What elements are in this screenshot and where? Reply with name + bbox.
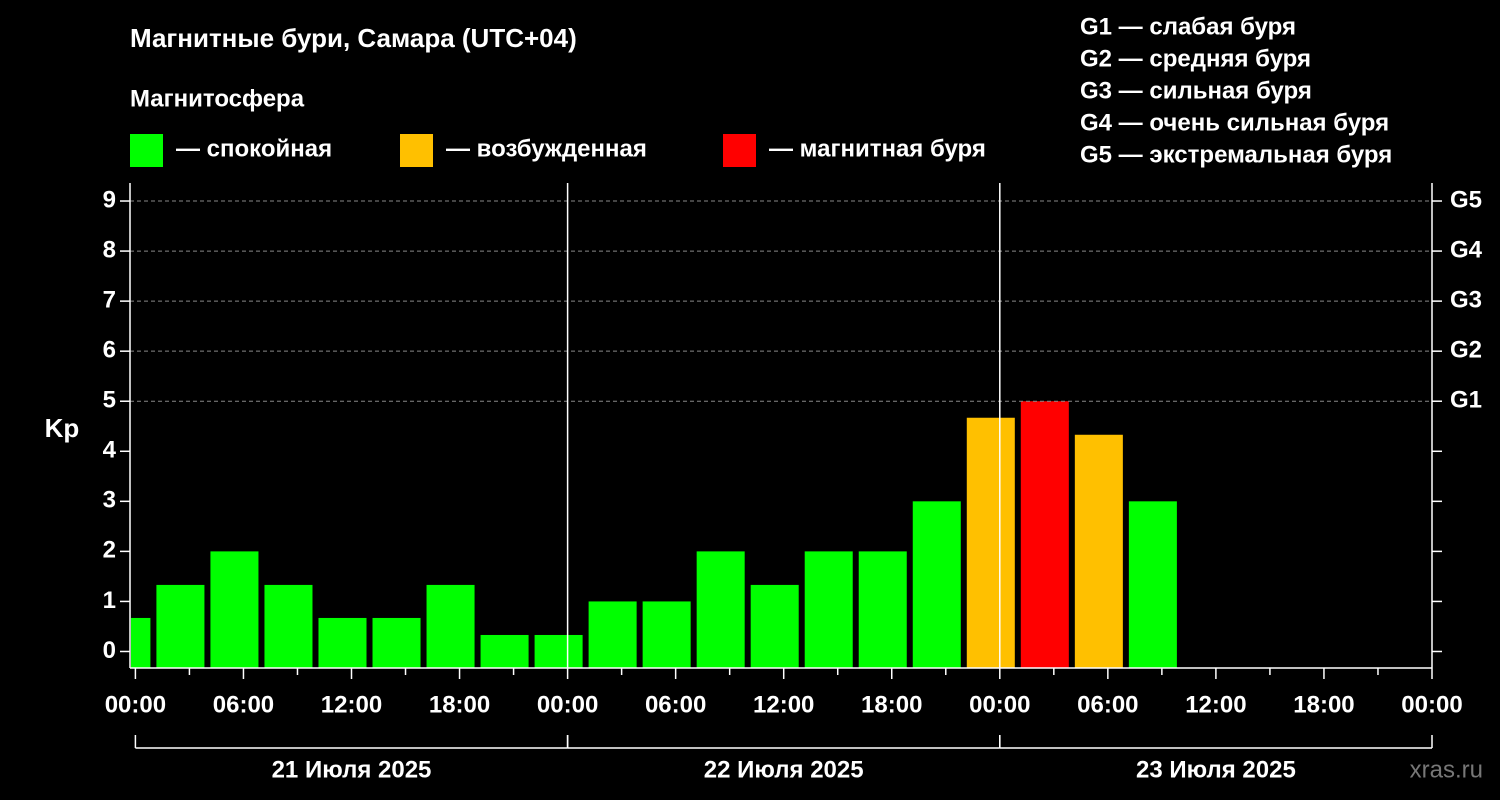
y-tick-label: 1 (103, 587, 116, 614)
storm-scale-entry: G4 — очень сильная буря (1080, 109, 1389, 136)
x-tick-label: 00:00 (969, 691, 1030, 718)
x-tick-label: 06:00 (213, 691, 274, 718)
day-label: 22 Июля 2025 (704, 756, 864, 783)
x-tick-label: 12:00 (321, 691, 382, 718)
storm-scale-entry: G3 — сильная буря (1080, 77, 1312, 104)
storm-scale-entry: G2 — средняя буря (1080, 45, 1311, 72)
bar (131, 617, 151, 668)
bar (750, 584, 799, 668)
legend-label: — возбужденная (446, 135, 647, 162)
bar (534, 634, 583, 668)
bar (696, 551, 745, 668)
day-label: 23 Июля 2025 (1136, 756, 1296, 783)
x-tick-label: 18:00 (861, 691, 922, 718)
legend-swatch (400, 134, 433, 167)
y-tick-label: 7 (103, 286, 116, 313)
legend-label: — спокойная (176, 135, 332, 162)
y-tick-label: 5 (103, 387, 116, 414)
legend-swatch (723, 134, 756, 167)
y-tick-label: 4 (103, 437, 117, 464)
watermark: xras.ru (1410, 756, 1483, 783)
y-axis-label: Kp (45, 413, 80, 443)
bar (372, 617, 421, 668)
y-tick-label: 0 (103, 637, 116, 664)
day-label: 21 Июля 2025 (272, 756, 432, 783)
bars (131, 401, 1177, 668)
y-tick-label: 2 (103, 537, 116, 564)
y2-tick-label: G2 (1450, 337, 1482, 364)
x-tick-label: 18:00 (429, 691, 490, 718)
x-tick-label: 00:00 (1401, 691, 1462, 718)
y-tick-label: 6 (103, 337, 116, 364)
x-tick-label: 18:00 (1293, 691, 1354, 718)
x-tick-label: 00:00 (105, 691, 166, 718)
bar (480, 634, 529, 668)
y2-tick-label: G5 (1450, 186, 1482, 213)
bar (156, 584, 205, 668)
bar (318, 617, 367, 668)
legend-label: — магнитная буря (769, 135, 986, 162)
x-tick-label: 00:00 (537, 691, 598, 718)
y-tick-label: 8 (103, 236, 116, 263)
bar (264, 584, 313, 668)
x-tick-label: 12:00 (753, 691, 814, 718)
bar (912, 501, 961, 668)
bar (966, 417, 1015, 668)
bar (426, 584, 475, 668)
storm-scale-entry: G5 — экстремальная буря (1080, 141, 1392, 168)
x-tick-label: 12:00 (1185, 691, 1246, 718)
bar (804, 551, 853, 668)
bar (588, 601, 637, 668)
storm-scale-entry: G1 — слабая буря (1080, 13, 1296, 40)
bar (1074, 434, 1123, 668)
y2-tick-label: G1 (1450, 387, 1482, 414)
x-tick-label: 06:00 (1077, 691, 1138, 718)
bar (642, 601, 691, 668)
y2-tick-label: G3 (1450, 286, 1482, 313)
bar (1128, 501, 1177, 668)
y-tick-label: 9 (103, 186, 116, 213)
chart-title: Магнитные бури, Самара (UTC+04) (130, 23, 577, 53)
x-tick-label: 06:00 (645, 691, 706, 718)
y2-tick-label: G4 (1450, 236, 1483, 263)
legend-swatch (130, 134, 163, 167)
bar (1020, 401, 1069, 668)
legend-title: Магнитосфера (130, 85, 305, 112)
bar (210, 551, 259, 668)
y-tick-label: 3 (103, 487, 116, 514)
bar (858, 551, 907, 668)
